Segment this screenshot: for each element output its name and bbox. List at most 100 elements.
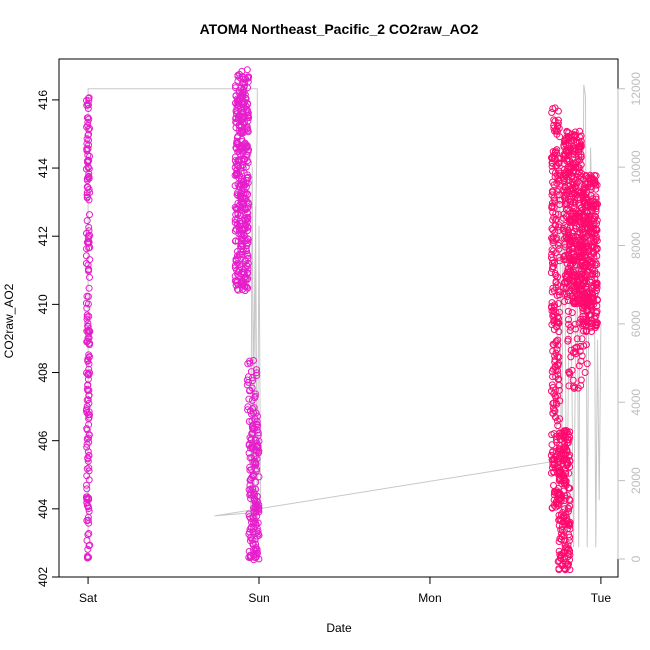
chart-title: ATOM4 Northeast_Pacific_2 CO2raw_AO2 <box>200 21 479 37</box>
data-point <box>560 138 568 146</box>
data-point <box>250 520 258 527</box>
data-point <box>233 95 241 103</box>
data-point <box>549 256 557 264</box>
data-point <box>569 259 577 267</box>
data-point <box>585 256 593 263</box>
data-point <box>561 454 569 462</box>
data-point <box>85 519 93 527</box>
data-point <box>237 243 245 250</box>
data-point <box>86 353 93 361</box>
data-point <box>593 307 601 315</box>
data-point <box>237 190 245 198</box>
data-point <box>248 454 256 462</box>
data-point <box>84 323 92 330</box>
data-point <box>85 101 92 109</box>
data-point <box>85 327 93 335</box>
data-point <box>244 235 252 243</box>
data-point <box>249 421 257 429</box>
data-point <box>83 217 91 225</box>
data-point <box>83 114 91 122</box>
data-point <box>84 503 92 511</box>
data-point <box>84 554 91 562</box>
data-point <box>242 95 250 102</box>
data-point <box>248 536 256 544</box>
data-point <box>243 250 251 258</box>
data-point <box>578 253 586 261</box>
data-point <box>580 316 588 324</box>
data-point <box>246 481 254 489</box>
data-point <box>84 531 92 539</box>
data-point <box>560 227 568 234</box>
data-point <box>571 344 579 352</box>
data-point <box>253 500 261 508</box>
data-point <box>571 128 579 136</box>
data-point <box>564 164 572 172</box>
data-point <box>567 353 575 361</box>
data-point <box>556 496 563 504</box>
data-point <box>231 171 239 179</box>
data-point <box>548 154 555 162</box>
data-point <box>592 319 600 327</box>
data-point <box>578 225 586 233</box>
data-point <box>560 252 568 260</box>
data-point <box>86 341 93 349</box>
data-point <box>552 373 560 381</box>
data-point <box>571 199 579 207</box>
data-point <box>84 293 92 300</box>
data-point <box>566 216 574 224</box>
data-point <box>577 132 585 140</box>
data-point <box>576 127 584 135</box>
data-point <box>242 206 250 214</box>
data-point <box>560 298 568 305</box>
data-point <box>583 201 591 209</box>
data-point <box>552 413 560 421</box>
data-point <box>83 97 90 104</box>
data-point <box>568 284 576 292</box>
data-point <box>583 209 591 217</box>
data-point <box>566 463 574 471</box>
data-point <box>550 263 557 271</box>
data-point <box>233 285 241 293</box>
data-point <box>582 285 590 293</box>
data-point <box>231 277 239 285</box>
y2-tick-label: 10000 <box>629 150 643 184</box>
data-point <box>592 205 600 213</box>
data-point <box>565 531 573 539</box>
data-point <box>86 256 94 264</box>
data-point <box>85 421 93 429</box>
data-point <box>579 211 587 219</box>
data-point <box>556 397 564 405</box>
data-point <box>232 84 239 92</box>
data-point <box>579 307 587 315</box>
data-point <box>562 234 570 242</box>
data-point <box>244 78 252 86</box>
data-point <box>232 144 240 152</box>
data-point <box>564 337 572 345</box>
data-point <box>554 119 562 127</box>
data-point <box>85 136 92 144</box>
data-point <box>567 185 575 193</box>
data-point <box>557 447 564 455</box>
data-point <box>233 216 241 224</box>
data-point <box>85 431 93 439</box>
data-point <box>552 309 560 317</box>
data-point <box>549 459 557 467</box>
data-point <box>85 326 93 334</box>
data-point <box>255 531 263 539</box>
data-point <box>85 223 93 231</box>
data-point <box>554 318 562 326</box>
data-point <box>593 281 601 289</box>
data-point <box>239 88 247 96</box>
data-point <box>552 210 560 218</box>
data-point <box>553 187 561 195</box>
data-point <box>564 297 572 304</box>
data-point <box>244 213 252 221</box>
data-point <box>83 135 91 143</box>
data-point <box>589 195 597 203</box>
data-point <box>235 112 243 120</box>
data-point <box>548 203 556 211</box>
data-point <box>243 191 251 199</box>
data-point <box>85 360 93 368</box>
